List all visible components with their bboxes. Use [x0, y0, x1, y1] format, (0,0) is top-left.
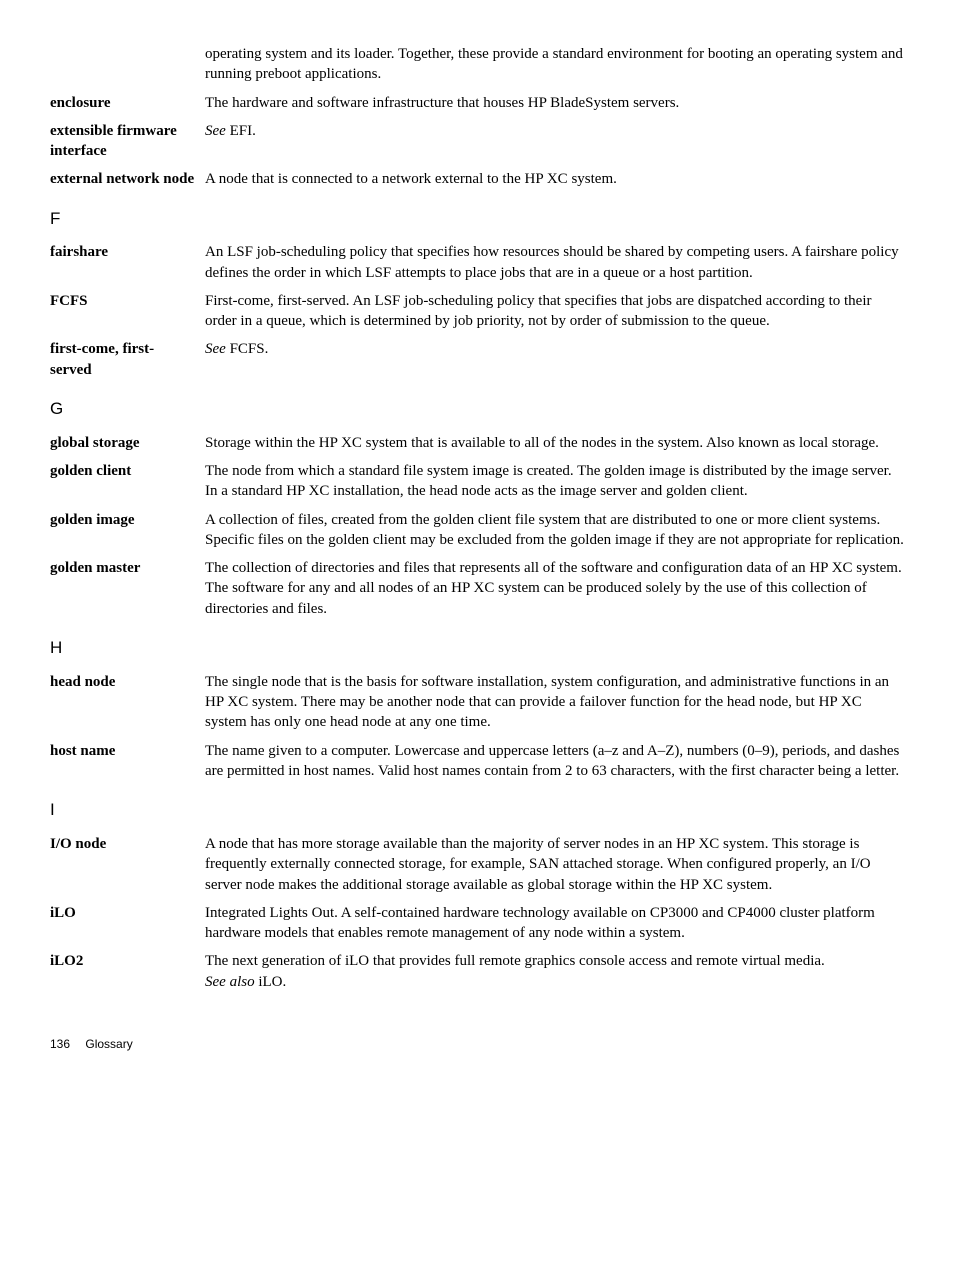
definition-text: Integrated Lights Out. A self-contained … [205, 905, 875, 941]
definition-text: First-come, first-served. An LSF job-sch… [205, 293, 872, 329]
see-target: FCFS. [230, 341, 269, 357]
glossary-term: extensible firmware interface [50, 117, 205, 166]
glossary-term: head node [50, 668, 205, 737]
see-label: See [205, 341, 226, 357]
section-letter: G [50, 398, 904, 421]
footer-section: Glossary [85, 1037, 132, 1051]
glossary-definition: Integrated Lights Out. A self-contained … [205, 899, 904, 948]
glossary-term: FCFS [50, 287, 205, 336]
glossary-definition: The node from which a standard file syst… [205, 457, 904, 506]
definition-text: A node that has more storage available t… [205, 836, 871, 893]
glossary-definition: See FCFS. [205, 335, 904, 384]
definition-text: The next generation of iLO that provides… [205, 953, 825, 969]
glossary-term [50, 40, 205, 89]
see-also-label: See also [205, 974, 255, 990]
page-number: 136 [50, 1037, 70, 1051]
definition-text: The collection of directories and files … [205, 560, 902, 617]
glossary-definition: Storage within the HP XC system that is … [205, 429, 904, 457]
glossary-term: golden master [50, 554, 205, 623]
see-target: EFI. [230, 123, 256, 139]
glossary-term: enclosure [50, 89, 205, 117]
glossary-definition: A collection of files, created from the … [205, 506, 904, 555]
definition-text: The name given to a computer. Lowercase … [205, 743, 899, 779]
definition-text: The node from which a standard file syst… [205, 463, 892, 499]
section-letter: H [50, 637, 904, 660]
glossary-definition: The name given to a computer. Lowercase … [205, 737, 904, 786]
glossary-definition: The single node that is the basis for so… [205, 668, 904, 737]
glossary-definition: See EFI. [205, 117, 904, 166]
glossary-list: operating system and its loader. Togethe… [50, 40, 904, 996]
glossary-term: host name [50, 737, 205, 786]
definition-text: Storage within the HP XC system that is … [205, 435, 879, 451]
glossary-definition: First-come, first-served. An LSF job-sch… [205, 287, 904, 336]
definition-text: operating system and its loader. Togethe… [205, 46, 903, 82]
definition-text: A collection of files, created from the … [205, 512, 904, 548]
glossary-term: iLO2 [50, 947, 205, 996]
definition-text: An LSF job-scheduling policy that specif… [205, 244, 899, 280]
definition-text: The hardware and software infrastructure… [205, 95, 679, 111]
glossary-term: first-come, first-served [50, 335, 205, 384]
glossary-term: global storage [50, 429, 205, 457]
definition-text: A node that is connected to a network ex… [205, 171, 617, 187]
see-label: See [205, 123, 226, 139]
glossary-definition: The collection of directories and files … [205, 554, 904, 623]
definition-text: The single node that is the basis for so… [205, 674, 889, 731]
glossary-definition: A node that has more storage available t… [205, 830, 904, 899]
glossary-definition: A node that is connected to a network ex… [205, 165, 904, 193]
page-footer: 136 Glossary [50, 1036, 904, 1052]
glossary-definition: An LSF job-scheduling policy that specif… [205, 238, 904, 287]
glossary-term: external network node [50, 165, 205, 193]
section-letter: I [50, 799, 904, 822]
glossary-definition: operating system and its loader. Togethe… [205, 40, 904, 89]
glossary-term: fairshare [50, 238, 205, 287]
see-also-target: iLO. [258, 974, 286, 990]
glossary-term: golden client [50, 457, 205, 506]
glossary-term: golden image [50, 506, 205, 555]
glossary-definition: The hardware and software infrastructure… [205, 89, 904, 117]
section-letter: F [50, 208, 904, 231]
glossary-definition: The next generation of iLO that provides… [205, 947, 904, 996]
glossary-term: iLO [50, 899, 205, 948]
glossary-term: I/O node [50, 830, 205, 899]
